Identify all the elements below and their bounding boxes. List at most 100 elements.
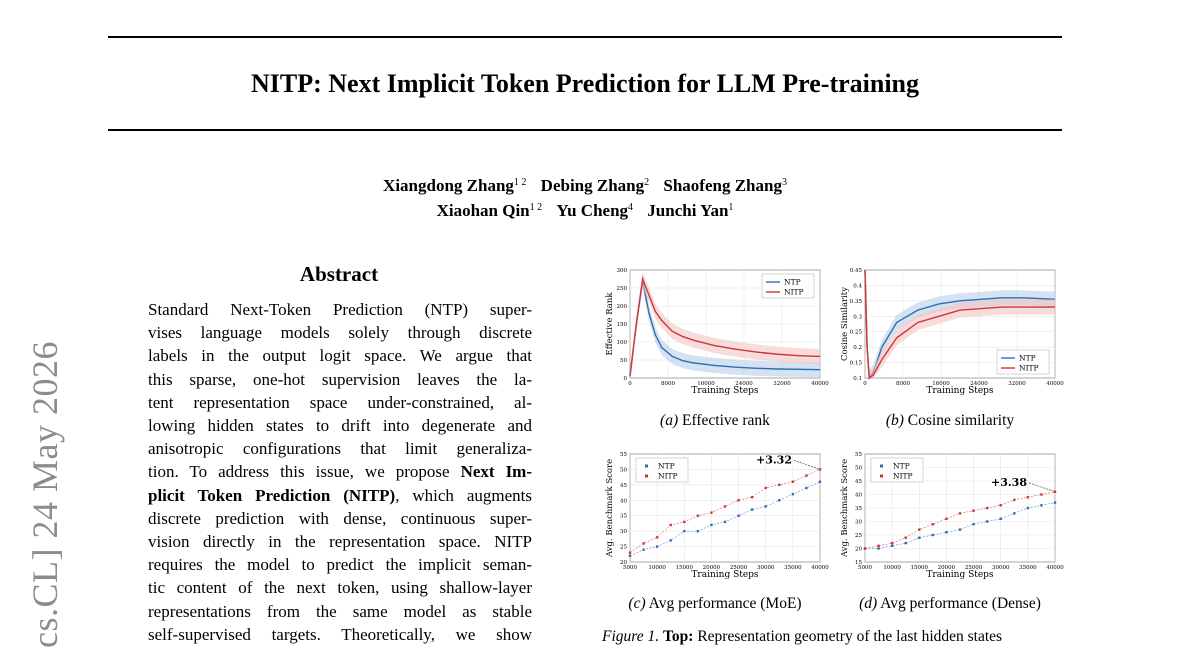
data-point-ntp xyxy=(1053,501,1057,504)
abstract-line: tent representation space under-constrai… xyxy=(148,392,532,412)
data-point-ntp xyxy=(750,508,754,511)
y-tick-label: 50 xyxy=(620,358,627,364)
abstract-line: self-supervised targets. Theoretically, … xyxy=(148,624,532,644)
data-point-nitp xyxy=(642,542,645,545)
x-tick-label: 40000 xyxy=(811,565,829,571)
y-tick-label: 50 xyxy=(620,467,627,473)
abstract-line: this sparse, one-hot supervision leaves … xyxy=(148,369,532,389)
x-tick-label: 24000 xyxy=(735,381,753,387)
y-tick-label: 30 xyxy=(620,529,627,535)
annotation-leader xyxy=(793,460,821,470)
chart-b-svg: 0.1 0.15 0.2 0.25 0.3 0.35 0.4 0.45 0 8000 16000 24… xyxy=(840,268,1064,396)
legend-label: NTP xyxy=(784,278,801,287)
data-point-ntp xyxy=(696,529,700,533)
y-tick-label: 30 xyxy=(855,520,862,526)
data-point-nitp xyxy=(918,528,921,531)
authors-line-2: Xiaohan Qin1 2 Yu Cheng4 Junchi Yan1 xyxy=(108,199,1062,223)
x-tick-label: 35000 xyxy=(784,565,802,571)
subcaption-a: (a) Effective rank xyxy=(660,412,770,429)
y-tick-label: 0.2 xyxy=(853,345,862,351)
chart-effective-rank: 0 50 100 150 200 250 300 0 8000 16000 24000 32000 40… xyxy=(600,262,830,402)
data-point-ntp xyxy=(669,539,672,542)
legend-box xyxy=(996,349,1050,375)
y-axis-label: Cosine Similarity xyxy=(840,287,850,361)
data-point-ntp xyxy=(999,517,1002,520)
data-point-ntp xyxy=(764,505,767,508)
gain-annotation: +3.38 xyxy=(991,476,1027,489)
x-tick-label: 20000 xyxy=(703,565,721,571)
data-point-ntp xyxy=(1013,512,1016,515)
y-tick-label: 0 xyxy=(624,376,628,382)
legend-box xyxy=(870,457,924,483)
data-point-nitp xyxy=(628,551,632,554)
data-point-nitp xyxy=(958,512,962,515)
top-rule xyxy=(108,36,1062,38)
data-point-nitp xyxy=(999,504,1002,507)
author: Xiangdong Zhang1 2 xyxy=(383,176,527,195)
y-axis-label: Effective Rank xyxy=(605,292,615,356)
abstract-line: lowing hidden states to drift into degen… xyxy=(148,416,532,436)
x-tick-label: 24000 xyxy=(970,381,988,387)
author: Junchi Yan1 xyxy=(647,201,734,220)
data-point-nitp xyxy=(1040,493,1043,496)
data-point-ntp xyxy=(723,520,727,524)
abstract-line: tion. To address this issue, we propose … xyxy=(148,462,533,482)
data-point-nitp xyxy=(863,547,867,550)
data-point-nitp xyxy=(669,523,672,527)
legend-swatch xyxy=(880,464,883,468)
y-tick-label: 300 xyxy=(617,268,628,274)
gain-annotation: +3.32 xyxy=(756,453,792,466)
y-tick-label: 25 xyxy=(855,533,862,539)
x-axis-label: Training Steps xyxy=(926,570,994,580)
y-tick-label: 45 xyxy=(855,479,862,485)
data-point-nitp xyxy=(904,536,907,539)
data-point-nitp xyxy=(737,499,740,502)
x-tick-label: 5000 xyxy=(623,565,637,571)
abstract-line: vision directly in the representation sp… xyxy=(148,532,532,552)
series-line-nitp xyxy=(629,276,821,377)
chart-cosine-similarity: 0.1 0.15 0.2 0.25 0.3 0.35 0.4 0.45 0 8000 16000 24… xyxy=(835,262,1065,402)
data-point-ntp xyxy=(1040,504,1043,507)
data-point-ntp xyxy=(985,520,989,523)
data-point-ntp xyxy=(710,523,713,527)
legend-label: NITP xyxy=(893,472,913,481)
x-tick-label: 30000 xyxy=(992,565,1010,571)
abstract-line: discrete prediction with dense, continuo… xyxy=(148,508,532,528)
author: Shaofeng Zhang3 xyxy=(663,176,787,195)
y-tick-label: 20 xyxy=(620,560,627,566)
x-tick-label: 25000 xyxy=(965,565,983,571)
x-tick-label: 40000 xyxy=(1046,381,1064,387)
data-point-nitp xyxy=(683,520,686,524)
subcaption-b: (b) Cosine similarity xyxy=(885,412,1015,429)
data-point-ntp xyxy=(877,547,880,550)
y-axis-label: Avg. Benchmark Score xyxy=(840,459,850,558)
data-point-ntp xyxy=(628,554,632,558)
y-tick-label: 15 xyxy=(855,560,862,566)
series-trend-ntp xyxy=(865,502,1056,549)
abstract-line: representations from the same model as s… xyxy=(148,601,532,621)
x-axis-label: Training Steps xyxy=(691,386,759,396)
paper-title: NITP: Next Implicit Token Prediction for… xyxy=(250,69,920,98)
y-tick-label: 0.25 xyxy=(850,330,863,336)
x-tick-label: 8000 xyxy=(896,381,910,387)
x-tick-label: 35000 xyxy=(1019,565,1037,571)
y-tick-label: 0.4 xyxy=(853,283,862,289)
legend-label: NITP xyxy=(658,472,678,481)
data-point-nitp xyxy=(723,505,727,508)
series-band-nitp xyxy=(630,271,820,378)
abstract-heading: Abstract xyxy=(299,262,379,286)
data-point-nitp xyxy=(890,541,894,545)
x-tick-label: 8000 xyxy=(661,381,675,387)
x-tick-label: 40000 xyxy=(811,381,829,387)
data-point-ntp xyxy=(778,499,781,502)
data-point-ntp xyxy=(931,533,935,537)
data-point-nitp xyxy=(655,536,659,539)
data-point-nitp xyxy=(710,511,713,514)
data-point-nitp xyxy=(972,509,975,512)
y-tick-label: 55 xyxy=(620,452,627,458)
data-point-nitp xyxy=(945,517,948,520)
arxiv-side-stamp: cs.CL] 24 May 2026 xyxy=(25,341,65,648)
authors-line-1: Xiangdong Zhang1 2 Debing Zhang2 Shaofen… xyxy=(108,174,1062,198)
x-tick-label: 15000 xyxy=(676,565,694,571)
x-tick-label: 40000 xyxy=(1046,565,1064,571)
